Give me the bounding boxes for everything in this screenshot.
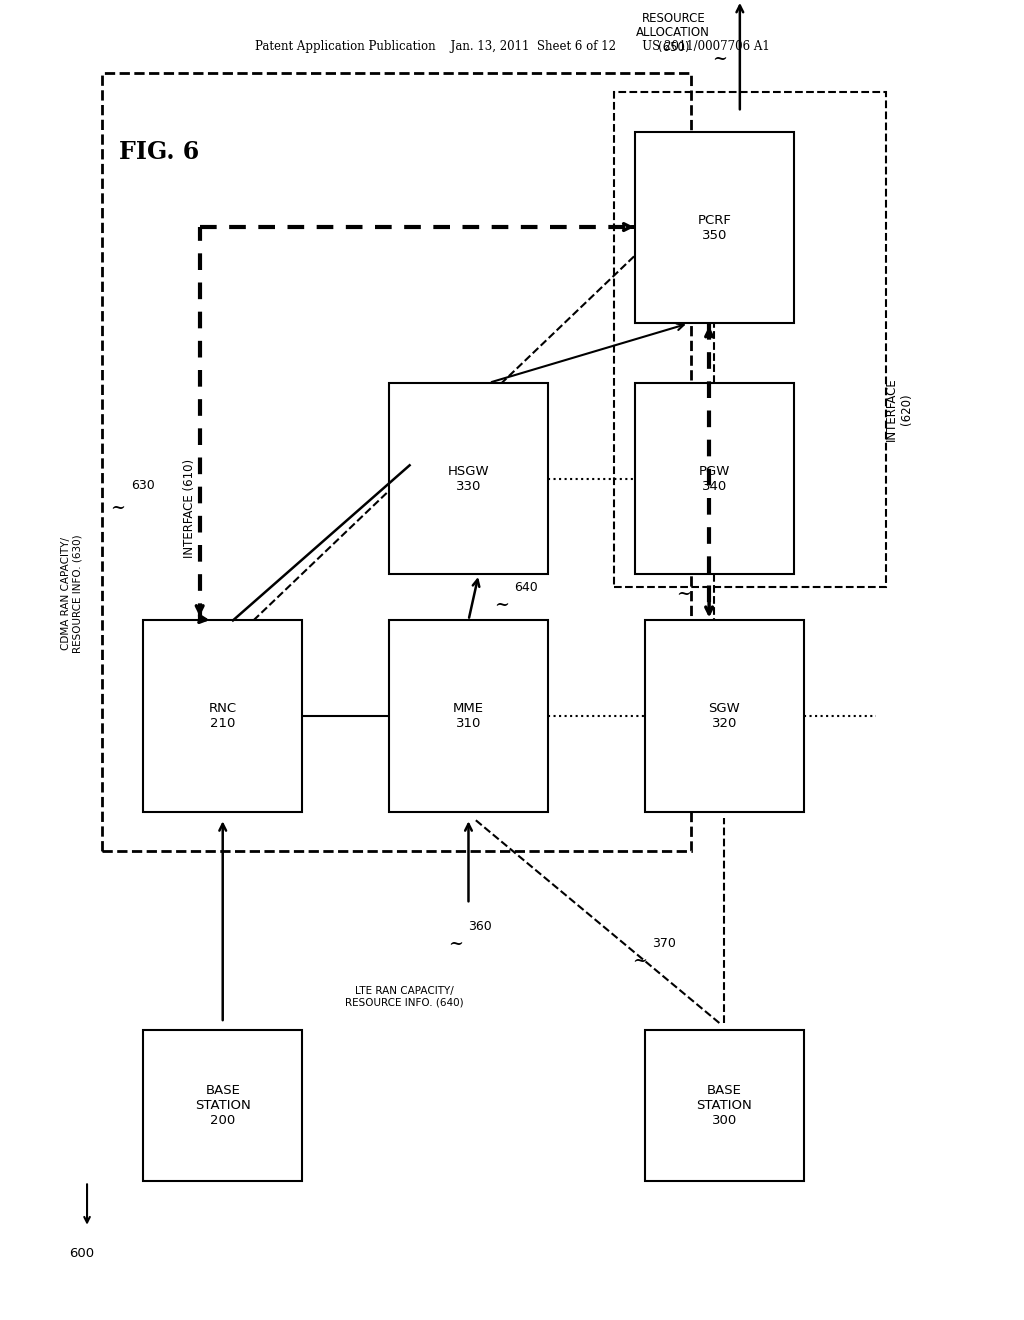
Text: BASE
STATION
200: BASE STATION 200 [195, 1084, 251, 1127]
Text: 600: 600 [70, 1247, 94, 1261]
Text: ~: ~ [676, 585, 691, 603]
Text: PCRF
350: PCRF 350 [697, 214, 731, 242]
Text: SGW
320: SGW 320 [709, 702, 740, 730]
Text: RNC
210: RNC 210 [209, 702, 237, 730]
Text: 640: 640 [514, 581, 538, 594]
Text: FIG. 6: FIG. 6 [119, 140, 199, 164]
Text: Patent Application Publication    Jan. 13, 2011  Sheet 6 of 12       US 2011/000: Patent Application Publication Jan. 13, … [255, 40, 769, 53]
FancyBboxPatch shape [143, 620, 302, 812]
Text: HSGW
330: HSGW 330 [447, 465, 489, 492]
Text: INTERFACE (610): INTERFACE (610) [183, 458, 196, 558]
Text: ~: ~ [111, 499, 125, 517]
Text: INTERFACE
(620): INTERFACE (620) [885, 378, 913, 441]
Text: ~: ~ [449, 935, 463, 953]
FancyBboxPatch shape [389, 383, 548, 574]
Text: ~: ~ [495, 595, 509, 614]
Text: RESOURCE
ALLOCATION
(650): RESOURCE ALLOCATION (650) [636, 12, 711, 54]
Text: LTE RAN CAPACITY/
RESOURCE INFO. (640): LTE RAN CAPACITY/ RESOURCE INFO. (640) [345, 986, 464, 1007]
Text: 370: 370 [652, 937, 676, 950]
Text: 360: 360 [468, 920, 492, 933]
Text: MME
310: MME 310 [453, 702, 484, 730]
Text: PGW
340: PGW 340 [698, 465, 730, 492]
FancyBboxPatch shape [645, 620, 804, 812]
FancyBboxPatch shape [389, 620, 548, 812]
FancyBboxPatch shape [143, 1030, 302, 1181]
Text: ~: ~ [712, 50, 727, 69]
Text: 630: 630 [131, 479, 155, 492]
FancyBboxPatch shape [645, 1030, 804, 1181]
Text: CDMA RAN CAPACITY/
RESOURCE INFO. (630): CDMA RAN CAPACITY/ RESOURCE INFO. (630) [60, 535, 83, 653]
Text: BASE
STATION
300: BASE STATION 300 [696, 1084, 753, 1127]
FancyBboxPatch shape [635, 383, 794, 574]
Text: ~: ~ [633, 952, 647, 970]
FancyBboxPatch shape [635, 132, 794, 323]
